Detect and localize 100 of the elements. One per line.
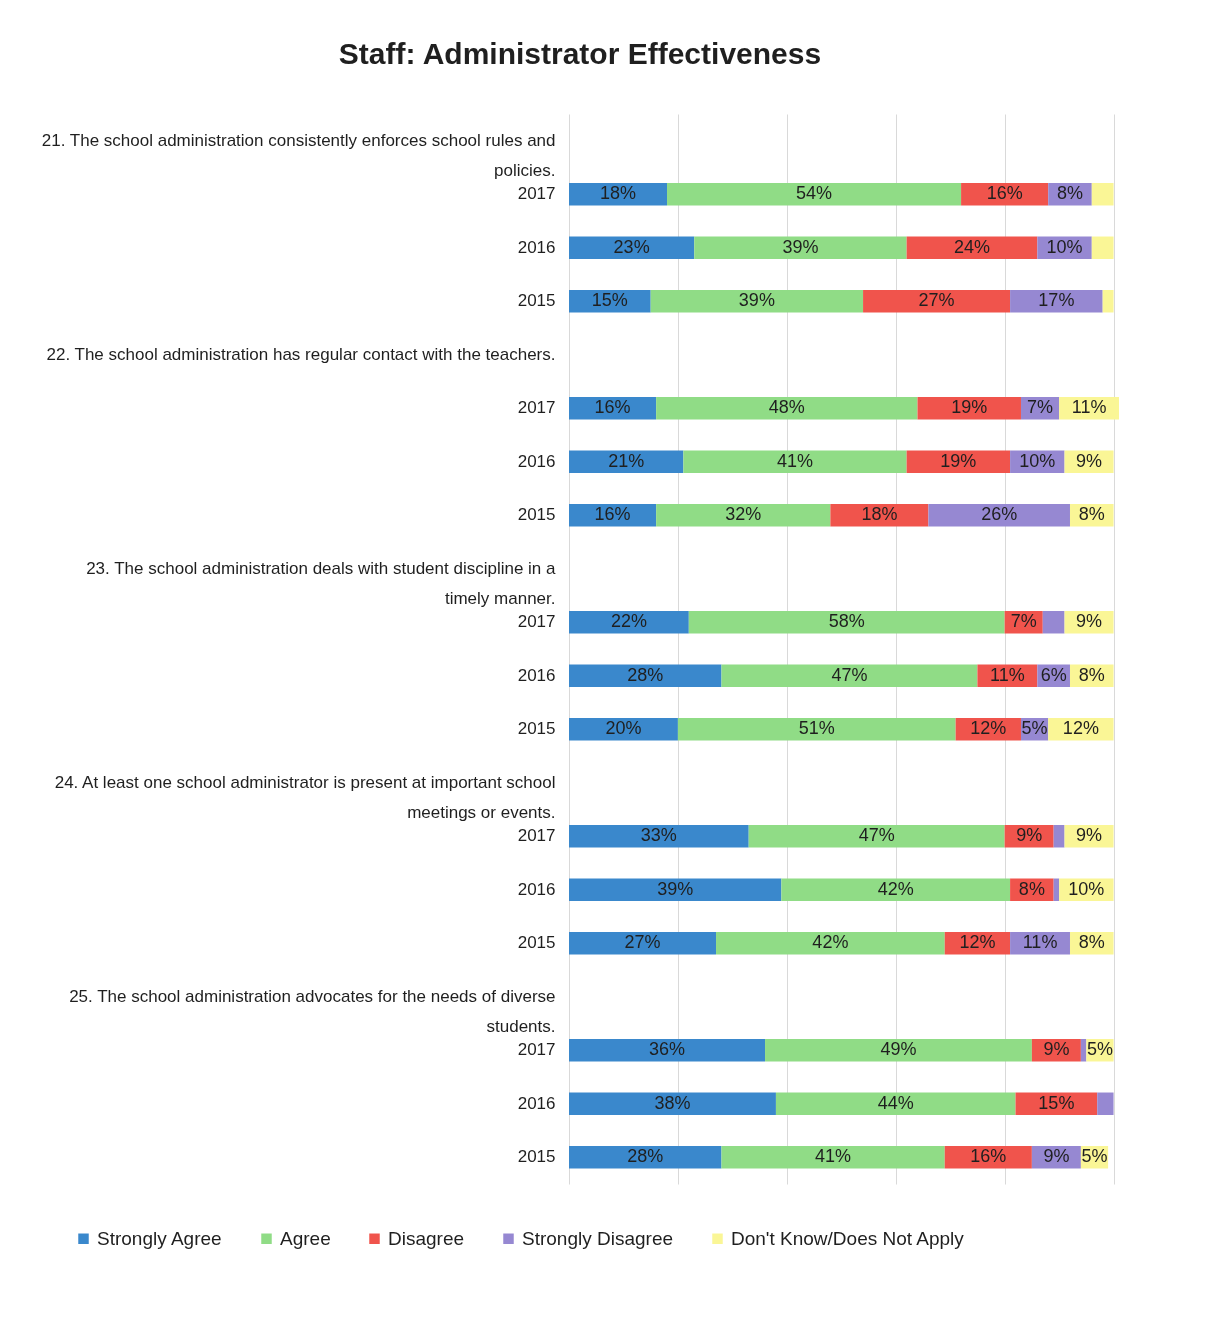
data-label: 41% [815, 1146, 852, 1167]
data-label: 12% [959, 932, 996, 953]
data-label: 36% [649, 1039, 686, 1060]
y-tick-label: 2016 [517, 451, 556, 471]
bar [721, 1146, 945, 1169]
data-label: 18% [599, 183, 637, 204]
bar [569, 1039, 766, 1062]
data-label: 7% [1027, 397, 1054, 418]
y-tick-label: 2017 [517, 398, 556, 418]
data-label: 16% [986, 183, 1023, 204]
data-label: 8% [1078, 504, 1105, 525]
y-tick-label: 2015 [517, 505, 556, 525]
bar [1080, 1039, 1087, 1062]
y-tick-label: 23. The school administration deals with student discipline in a timely manner. [86, 558, 557, 608]
bar [775, 1092, 1016, 1115]
bar [683, 450, 907, 473]
data-label: 27% [918, 290, 955, 311]
data-label: 39% [738, 290, 775, 311]
data-label: 9% [1076, 825, 1103, 846]
data-label: 9% [1076, 611, 1103, 632]
bar [1053, 825, 1065, 848]
data-label: 42% [812, 932, 849, 953]
y-tick-label: 22. The school administration has regular contact with the teachers. [46, 344, 556, 364]
bar [1091, 183, 1114, 206]
y-tick-label: 2016 [517, 237, 556, 257]
data-label: 15% [591, 290, 628, 311]
bar [656, 397, 918, 420]
bar [716, 932, 945, 955]
y-tick-label: 2016 [517, 879, 556, 899]
data-label: 17% [1038, 290, 1075, 311]
data-label: 19% [951, 397, 988, 418]
y-tick-label: 2016 [517, 1093, 556, 1113]
bar [1091, 236, 1114, 259]
data-label: 10% [1046, 236, 1083, 257]
data-label: 15% [1038, 1092, 1075, 1113]
bar [569, 1092, 776, 1115]
data-label: 9% [1043, 1039, 1070, 1060]
y-tick-label: 2017 [517, 1040, 556, 1060]
data-label: 49% [880, 1039, 917, 1060]
data-label: 48% [768, 397, 805, 418]
y-tick-label: 24. At least one school administrator is present at important school meetings or events. [54, 772, 556, 822]
data-label: 18% [861, 504, 898, 525]
data-label: 8% [1056, 183, 1083, 204]
data-label: 12% [1062, 718, 1099, 739]
data-label: 9% [1076, 450, 1103, 471]
data-label: 5% [1086, 1039, 1113, 1060]
data-label: 8% [1018, 878, 1045, 899]
data-label: 39% [657, 878, 694, 899]
bar [569, 1146, 722, 1169]
bar [1042, 611, 1065, 634]
bar [677, 718, 956, 741]
bar [1102, 290, 1114, 313]
y-tick-label: 21. The school administration consistently enforces school rules and policies. [41, 130, 556, 180]
data-label: 10% [1019, 450, 1056, 471]
data-label: 5% [1081, 1146, 1108, 1167]
data-label: 9% [1016, 825, 1043, 846]
data-label: 8% [1078, 932, 1105, 953]
legend-label: Strongly Disagree [522, 1227, 674, 1249]
legend-label: Don't Know/Does Not Apply [731, 1227, 965, 1249]
data-label: 12% [970, 718, 1007, 739]
bar [781, 878, 1011, 901]
data-label: 16% [594, 504, 631, 525]
data-label: 51% [798, 718, 835, 739]
bar [1097, 1092, 1114, 1115]
data-label: 26% [981, 504, 1018, 525]
y-tick-label: 2017 [517, 826, 556, 846]
bar [569, 932, 717, 955]
bar [688, 611, 1005, 634]
data-label: 42% [877, 878, 914, 899]
bar [721, 664, 978, 687]
data-label: 5% [1021, 718, 1048, 739]
y-tick-label: 2015 [517, 1147, 556, 1167]
data-label: 33% [640, 825, 677, 846]
data-label: 27% [624, 932, 661, 953]
bar [667, 183, 962, 206]
bar [569, 878, 782, 901]
bar [569, 825, 749, 848]
y-tick-label: 2017 [517, 612, 556, 632]
data-label: 44% [877, 1092, 914, 1113]
data-label: 39% [782, 236, 819, 257]
data-label: 11% [1022, 932, 1058, 953]
data-label: 8% [1078, 664, 1105, 685]
bar [863, 290, 1011, 313]
y-tick-label: 2015 [517, 291, 556, 311]
data-label: 32% [725, 504, 762, 525]
data-label: 6% [1040, 664, 1067, 685]
y-tick-label: 2016 [517, 665, 556, 685]
y-tick-label: 2017 [517, 184, 556, 204]
bar [1053, 878, 1060, 901]
data-label: 47% [858, 825, 895, 846]
data-label: 20% [605, 718, 642, 739]
chart-title: Staff: Administrator Effectiveness [338, 37, 822, 70]
legend-label: Strongly Agree [97, 1227, 222, 1249]
data-label: 7% [1010, 611, 1037, 632]
bar [569, 664, 722, 687]
data-label: 22% [610, 611, 647, 632]
data-label: 58% [828, 611, 865, 632]
data-label: 47% [831, 664, 868, 685]
bar [748, 825, 1005, 848]
data-label: 21% [608, 450, 645, 471]
